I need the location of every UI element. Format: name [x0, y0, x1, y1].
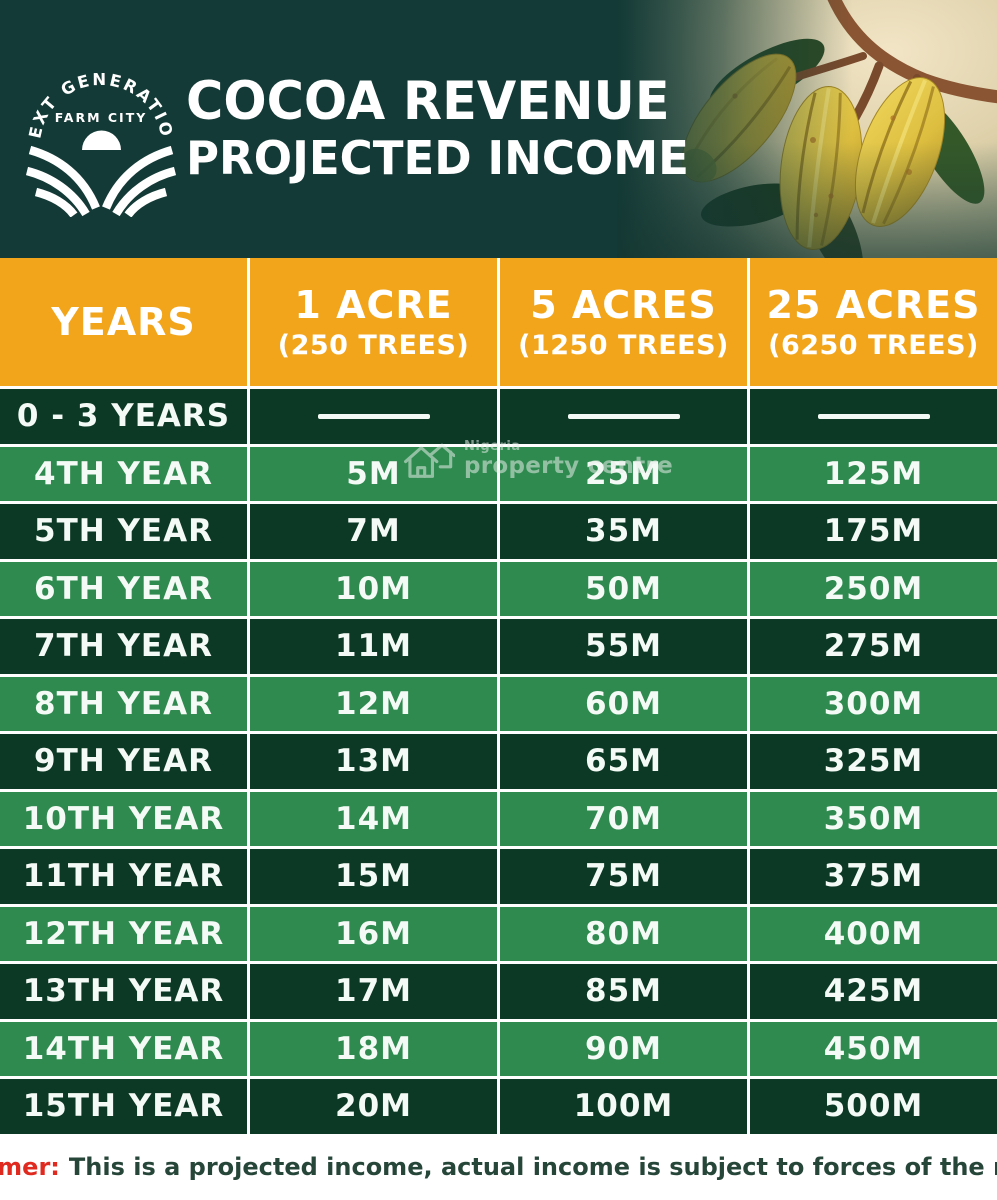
year-cell: 10TH YEAR — [0, 791, 250, 846]
value-cell: 175M — [750, 504, 997, 559]
year-cell: 12TH YEAR — [0, 906, 250, 961]
dash-line — [317, 413, 430, 419]
column-header-sub: (1250 TREES) — [518, 330, 729, 361]
value-cell: 75M — [500, 849, 750, 904]
year-cell: 15TH YEAR — [0, 1079, 250, 1134]
table-row: 14TH YEAR 18M 90M 450M — [0, 1021, 997, 1076]
table-row: 8TH YEAR 12M 60M 300M — [0, 676, 997, 731]
title-line-2: PROJECTED INCOME — [186, 131, 689, 186]
header-banner: NEXT GENERATION FARM CITY COCOA — [0, 0, 997, 258]
table-row: 0 - 3 YEARS — [0, 389, 997, 444]
table-header-row: YEARS 1 ACRE (250 TREES) 5 ACRES (1250 TREES… — [0, 258, 997, 389]
logo-inner-text: FARM CITY — [55, 110, 148, 125]
value-cell — [500, 389, 750, 444]
year-cell: 11TH YEAR — [0, 849, 250, 904]
table-body: 0 - 3 YEARS 4TH YEAR 5M 25M 125M 5TH YEAR 7M 35… — [0, 389, 997, 1134]
value-cell: 5M — [250, 446, 500, 501]
column-header-label: 25 ACRES — [766, 283, 981, 327]
value-cell: 16M — [250, 906, 500, 961]
value-cell: 350M — [750, 791, 997, 846]
value-cell: 70M — [500, 791, 750, 846]
farm-city-logo-icon: NEXT GENERATION FARM CITY — [18, 17, 177, 218]
value-cell: 125M — [750, 446, 997, 501]
column-header: 25 ACRES (6250 TREES) — [750, 258, 997, 386]
column-header: YEARS — [0, 258, 250, 386]
value-cell: 12M — [250, 676, 500, 731]
column-header: 1 ACRE (250 TREES) — [250, 258, 500, 386]
table-row: 7TH YEAR 11M 55M 275M — [0, 619, 997, 674]
title-line-1: COCOA REVENUE — [186, 71, 670, 132]
value-cell: 85M — [500, 964, 750, 1019]
value-cell: 80M — [500, 906, 750, 961]
table-row: 11TH YEAR 15M 75M 375M — [0, 849, 997, 904]
value-cell: 100M — [500, 1079, 750, 1134]
value-cell: 50M — [500, 561, 750, 616]
table-row: 12TH YEAR 16M 80M 400M — [0, 906, 997, 961]
value-cell: 14M — [250, 791, 500, 846]
year-cell: 9TH YEAR — [0, 734, 250, 789]
value-cell: 17M — [250, 964, 500, 1019]
value-cell — [750, 389, 997, 444]
table-row: 5TH YEAR 7M 35M 175M — [0, 504, 997, 559]
year-cell: 5TH YEAR — [0, 504, 250, 559]
disclaimer-bar: Disclaimer: This is a projected income, … — [0, 1136, 997, 1197]
value-cell: 10M — [250, 561, 500, 616]
table-row: 4TH YEAR 5M 25M 125M — [0, 446, 997, 501]
value-cell — [250, 389, 500, 444]
dash-line — [567, 413, 680, 419]
projection-table: YEARS 1 ACRE (250 TREES) 5 ACRES (1250 TREES… — [0, 258, 997, 1134]
year-cell: 7TH YEAR — [0, 619, 250, 674]
column-header-sub: (250 TREES) — [277, 330, 470, 361]
value-cell: 18M — [250, 1021, 500, 1076]
value-cell: 425M — [750, 964, 997, 1019]
value-cell: 90M — [500, 1021, 750, 1076]
year-cell: 8TH YEAR — [0, 676, 250, 731]
table-row: 9TH YEAR 13M 65M 325M — [0, 734, 997, 789]
table-row: 6TH YEAR 10M 50M 250M — [0, 561, 997, 616]
value-cell: 300M — [750, 676, 997, 731]
cocoa-pods-photo — [617, 0, 997, 258]
table-row: 10TH YEAR 14M 70M 350M — [0, 791, 997, 846]
value-cell: 11M — [250, 619, 500, 674]
year-cell: 0 - 3 YEARS — [0, 389, 250, 444]
farm-city-logo: NEXT GENERATION FARM CITY — [18, 17, 177, 218]
value-cell: 500M — [750, 1079, 997, 1134]
disclaimer-label: Disclaimer: — [0, 1152, 60, 1181]
value-cell: 250M — [750, 561, 997, 616]
column-header: 5 ACRES (1250 TREES) — [500, 258, 750, 386]
value-cell: 13M — [250, 734, 500, 789]
year-cell: 13TH YEAR — [0, 964, 250, 1019]
sun-icon — [82, 130, 121, 150]
table-row: 15TH YEAR 20M 100M 500M — [0, 1079, 997, 1134]
year-cell: 14TH YEAR — [0, 1021, 250, 1076]
value-cell: 375M — [750, 849, 997, 904]
value-cell: 400M — [750, 906, 997, 961]
field-rows-icon — [25, 145, 177, 218]
column-header-label: 1 ACRE — [294, 283, 453, 327]
column-header-label: YEARS — [51, 300, 196, 344]
value-cell: 450M — [750, 1021, 997, 1076]
value-cell: 275M — [750, 619, 997, 674]
value-cell: 55M — [500, 619, 750, 674]
value-cell: 15M — [250, 849, 500, 904]
disclaimer-text: This is a projected income, actual incom… — [68, 1152, 997, 1181]
year-cell: 6TH YEAR — [0, 561, 250, 616]
table-row: 13TH YEAR 17M 85M 425M — [0, 964, 997, 1019]
value-cell: 20M — [250, 1079, 500, 1134]
cocoa-pods-illustration — [617, 0, 997, 258]
value-cell: 325M — [750, 734, 997, 789]
value-cell: 35M — [500, 504, 750, 559]
value-cell: 7M — [250, 504, 500, 559]
column-header-label: 5 ACRES — [530, 283, 717, 327]
page-title: COCOA REVENUE PROJECTED INCOME — [186, 74, 699, 183]
value-cell: 60M — [500, 676, 750, 731]
year-cell: 4TH YEAR — [0, 446, 250, 501]
column-header-sub: (6250 TREES) — [768, 330, 979, 361]
dash-line — [817, 413, 930, 419]
value-cell: 65M — [500, 734, 750, 789]
value-cell: 25M — [500, 446, 750, 501]
